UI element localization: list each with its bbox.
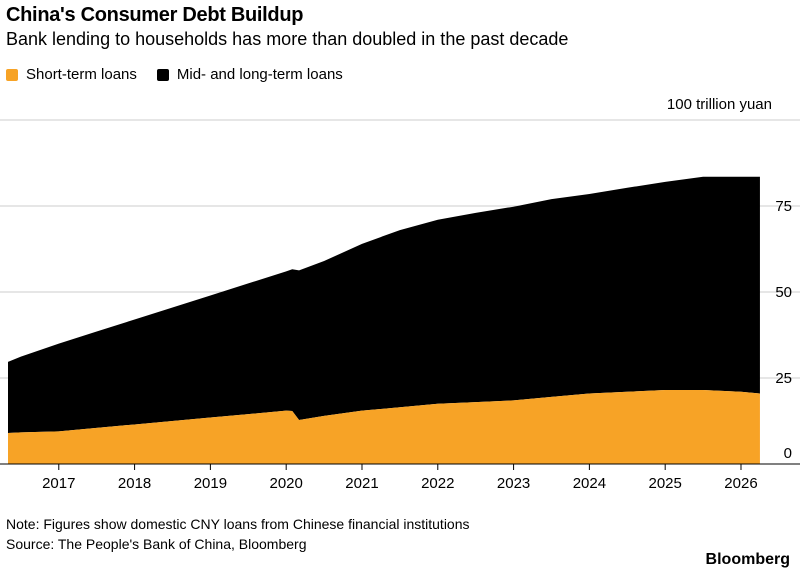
x-tick-label-2022: 2022 xyxy=(421,475,454,492)
chart-title: China's Consumer Debt Buildup xyxy=(6,4,304,26)
x-tick-label-2021: 2021 xyxy=(345,475,378,492)
x-tick-label-2017: 2017 xyxy=(42,475,75,492)
legend-swatch-short xyxy=(6,68,18,81)
legend-swatch-mid xyxy=(156,68,169,81)
footnote: Note: Figures show domestic CNY loans fr… xyxy=(6,514,470,554)
y-tick-label-50: 50 xyxy=(775,284,792,301)
y-tick-label-0: 0 xyxy=(784,445,792,462)
legend-label-short: Short-term loans xyxy=(26,66,137,83)
chart-subtitle: Bank lending to households has more than… xyxy=(6,29,569,49)
legend-label-mid: Mid- and long-term loans xyxy=(176,66,343,83)
legend-item-short: Short-term loans xyxy=(6,66,137,83)
x-tick-label-2026: 2026 xyxy=(724,475,757,492)
chart-area: 0 25 50 75 2017 2018 2019 2020 2021 2022 2023 2024 2… xyxy=(0,119,800,492)
note-text: Note: Figures show domestic CNY loans fr… xyxy=(6,516,470,532)
y-tick-label-75: 75 xyxy=(775,198,792,215)
y-tick-label-25: 25 xyxy=(775,370,792,387)
series-area-short-term xyxy=(8,390,760,464)
x-tick-label-2025: 2025 xyxy=(648,475,681,492)
y-axis-unit-label: 100 trillion yuan xyxy=(666,96,772,113)
x-tick-label-2024: 2024 xyxy=(573,475,606,492)
legend: Short-term loans Mid- and long-term loan… xyxy=(6,66,363,83)
x-tick-label-2020: 2020 xyxy=(269,475,302,492)
legend-item-mid: Mid- and long-term loans xyxy=(156,66,343,83)
source-text: Source: The People's Bank of China, Bloo… xyxy=(6,536,307,552)
series-area-mid-long-term xyxy=(8,176,760,434)
brand-logo: Bloomberg xyxy=(705,551,790,568)
x-tick-label-2019: 2019 xyxy=(194,475,227,492)
x-tick-label-2023: 2023 xyxy=(497,475,530,492)
x-tick-label-2018: 2018 xyxy=(118,475,151,492)
